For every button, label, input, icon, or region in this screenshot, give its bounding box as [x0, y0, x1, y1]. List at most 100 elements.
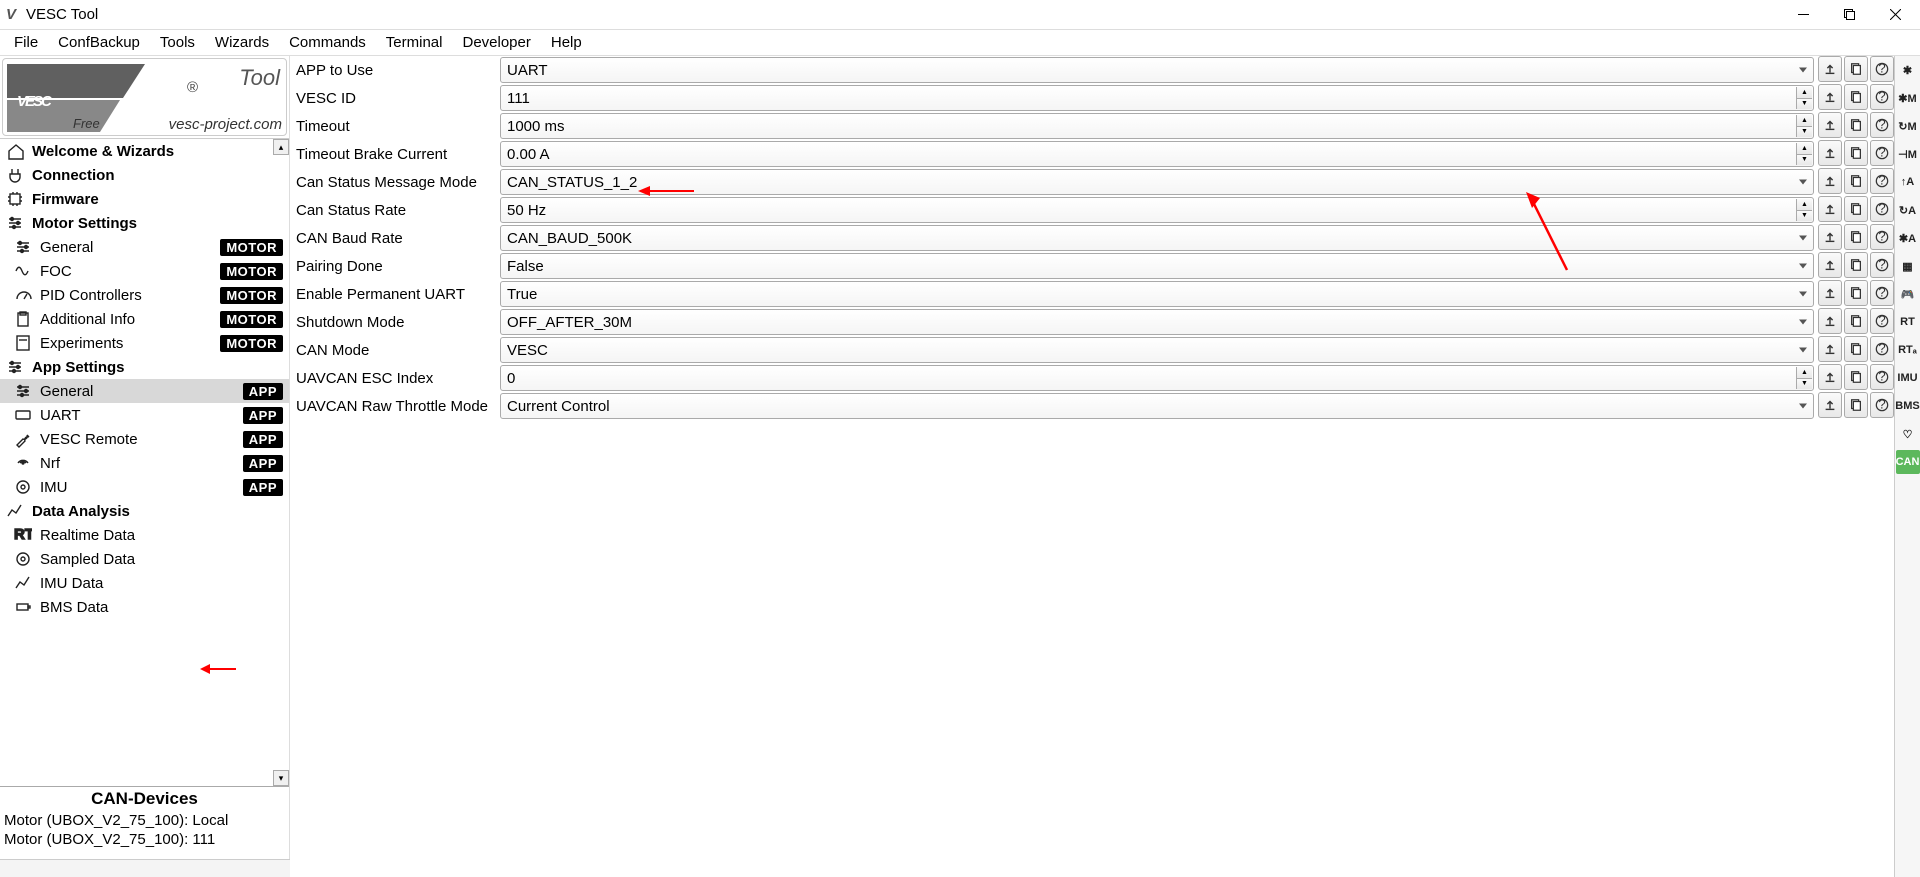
- right-tool-11[interactable]: IMU: [1896, 366, 1920, 390]
- scroll-up-button[interactable]: ▴: [273, 139, 289, 155]
- param-input[interactable]: VESC: [500, 337, 1814, 363]
- spinner-up[interactable]: ▲: [1796, 143, 1812, 155]
- right-tool-4[interactable]: ↑A: [1896, 170, 1920, 194]
- upload-button[interactable]: [1818, 224, 1842, 250]
- help-button[interactable]: ?: [1870, 56, 1894, 82]
- menu-wizards[interactable]: Wizards: [205, 31, 279, 54]
- help-button[interactable]: ?: [1870, 252, 1894, 278]
- param-input[interactable]: True: [500, 281, 1814, 307]
- nav-item-imu[interactable]: IMUAPP: [0, 475, 289, 499]
- right-tool-3[interactable]: ⊣M: [1896, 142, 1920, 166]
- param-input[interactable]: 0.00 A▲▼: [500, 141, 1814, 167]
- spinner-up[interactable]: ▲: [1796, 367, 1812, 379]
- can-device-0[interactable]: Motor (UBOX_V2_75_100): Local: [0, 811, 289, 830]
- upload-button[interactable]: [1818, 252, 1842, 278]
- help-button[interactable]: ?: [1870, 336, 1894, 362]
- help-button[interactable]: ?: [1870, 364, 1894, 390]
- read-button[interactable]: [1844, 364, 1868, 390]
- close-button[interactable]: [1872, 0, 1918, 30]
- read-button[interactable]: [1844, 168, 1868, 194]
- right-tool-6[interactable]: ✱A: [1896, 226, 1920, 250]
- param-input[interactable]: 0▲▼: [500, 365, 1814, 391]
- upload-button[interactable]: [1818, 196, 1842, 222]
- nav-item-motor-settings[interactable]: Motor Settings: [0, 211, 289, 235]
- upload-button[interactable]: [1818, 308, 1842, 334]
- spinner-down[interactable]: ▼: [1796, 127, 1812, 138]
- param-input[interactable]: CAN_BAUD_500K: [500, 225, 1814, 251]
- help-button[interactable]: ?: [1870, 196, 1894, 222]
- upload-button[interactable]: [1818, 336, 1842, 362]
- param-input[interactable]: OFF_AFTER_30M: [500, 309, 1814, 335]
- nav-item-app-settings[interactable]: App Settings: [0, 355, 289, 379]
- menu-developer[interactable]: Developer: [452, 31, 540, 54]
- nav-item-foc[interactable]: FOCMOTOR: [0, 259, 289, 283]
- read-button[interactable]: [1844, 280, 1868, 306]
- right-tool-8[interactable]: 🎮: [1896, 282, 1920, 306]
- minimize-button[interactable]: [1780, 0, 1826, 30]
- help-button[interactable]: ?: [1870, 140, 1894, 166]
- nav-item-general[interactable]: GeneralMOTOR: [0, 235, 289, 259]
- param-input[interactable]: UART: [500, 57, 1814, 83]
- can-device-1[interactable]: Motor (UBOX_V2_75_100): 111: [0, 830, 289, 849]
- read-button[interactable]: [1844, 196, 1868, 222]
- nav-item-nrf[interactable]: NrfAPP: [0, 451, 289, 475]
- menu-confbackup[interactable]: ConfBackup: [48, 31, 150, 54]
- right-tool-12[interactable]: BMS: [1896, 394, 1920, 418]
- spinner-up[interactable]: ▲: [1796, 87, 1812, 99]
- read-button[interactable]: [1844, 308, 1868, 334]
- nav-item-pid-controllers[interactable]: PID ControllersMOTOR: [0, 283, 289, 307]
- read-button[interactable]: [1844, 140, 1868, 166]
- upload-button[interactable]: [1818, 280, 1842, 306]
- param-input[interactable]: 1000 ms▲▼: [500, 113, 1814, 139]
- read-button[interactable]: [1844, 112, 1868, 138]
- nav-item-connection[interactable]: Connection: [0, 163, 289, 187]
- right-tool-13[interactable]: ♡: [1896, 422, 1920, 446]
- help-button[interactable]: ?: [1870, 112, 1894, 138]
- help-button[interactable]: ?: [1870, 224, 1894, 250]
- right-tool-0[interactable]: ✱: [1896, 58, 1920, 82]
- spinner-down[interactable]: ▼: [1796, 211, 1812, 222]
- nav-item-general[interactable]: GeneralAPP: [0, 379, 289, 403]
- nav-item-vesc-remote[interactable]: VESC RemoteAPP: [0, 427, 289, 451]
- param-input[interactable]: Current Control: [500, 393, 1814, 419]
- nav-item-firmware[interactable]: Firmware: [0, 187, 289, 211]
- upload-button[interactable]: [1818, 84, 1842, 110]
- upload-button[interactable]: [1818, 112, 1842, 138]
- nav-tree[interactable]: ▴ ▾ Welcome & WizardsConnectionFirmwareM…: [0, 138, 289, 786]
- param-input[interactable]: 50 Hz▲▼: [500, 197, 1814, 223]
- upload-button[interactable]: [1818, 392, 1842, 418]
- scroll-down-button[interactable]: ▾: [273, 770, 289, 786]
- read-button[interactable]: [1844, 84, 1868, 110]
- nav-item-welcome-wizards[interactable]: Welcome & Wizards: [0, 139, 289, 163]
- right-tool-7[interactable]: ▦: [1896, 254, 1920, 278]
- upload-button[interactable]: [1818, 168, 1842, 194]
- spinner-up[interactable]: ▲: [1796, 115, 1812, 127]
- nav-item-imu-data[interactable]: IMU Data: [0, 571, 289, 595]
- help-button[interactable]: ?: [1870, 308, 1894, 334]
- right-tool-14[interactable]: CAN: [1896, 450, 1920, 474]
- help-button[interactable]: ?: [1870, 392, 1894, 418]
- nav-item-experiments[interactable]: ExperimentsMOTOR: [0, 331, 289, 355]
- nav-item-realtime-data[interactable]: RTRealtime Data: [0, 523, 289, 547]
- right-tool-2[interactable]: ↻M: [1896, 114, 1920, 138]
- upload-button[interactable]: [1818, 56, 1842, 82]
- nav-item-bms-data[interactable]: BMS Data: [0, 595, 289, 619]
- menu-commands[interactable]: Commands: [279, 31, 376, 54]
- help-button[interactable]: ?: [1870, 280, 1894, 306]
- nav-item-data-analysis[interactable]: Data Analysis: [0, 499, 289, 523]
- help-button[interactable]: ?: [1870, 84, 1894, 110]
- menu-help[interactable]: Help: [541, 31, 592, 54]
- nav-item-sampled-data[interactable]: Sampled Data: [0, 547, 289, 571]
- spinner-up[interactable]: ▲: [1796, 199, 1812, 211]
- read-button[interactable]: [1844, 392, 1868, 418]
- upload-button[interactable]: [1818, 140, 1842, 166]
- read-button[interactable]: [1844, 252, 1868, 278]
- nav-item-uart[interactable]: UARTAPP: [0, 403, 289, 427]
- param-input[interactable]: CAN_STATUS_1_2: [500, 169, 1814, 195]
- nav-item-additional-info[interactable]: Additional InfoMOTOR: [0, 307, 289, 331]
- read-button[interactable]: [1844, 336, 1868, 362]
- help-button[interactable]: ?: [1870, 168, 1894, 194]
- read-button[interactable]: [1844, 224, 1868, 250]
- param-input[interactable]: False: [500, 253, 1814, 279]
- spinner-down[interactable]: ▼: [1796, 155, 1812, 166]
